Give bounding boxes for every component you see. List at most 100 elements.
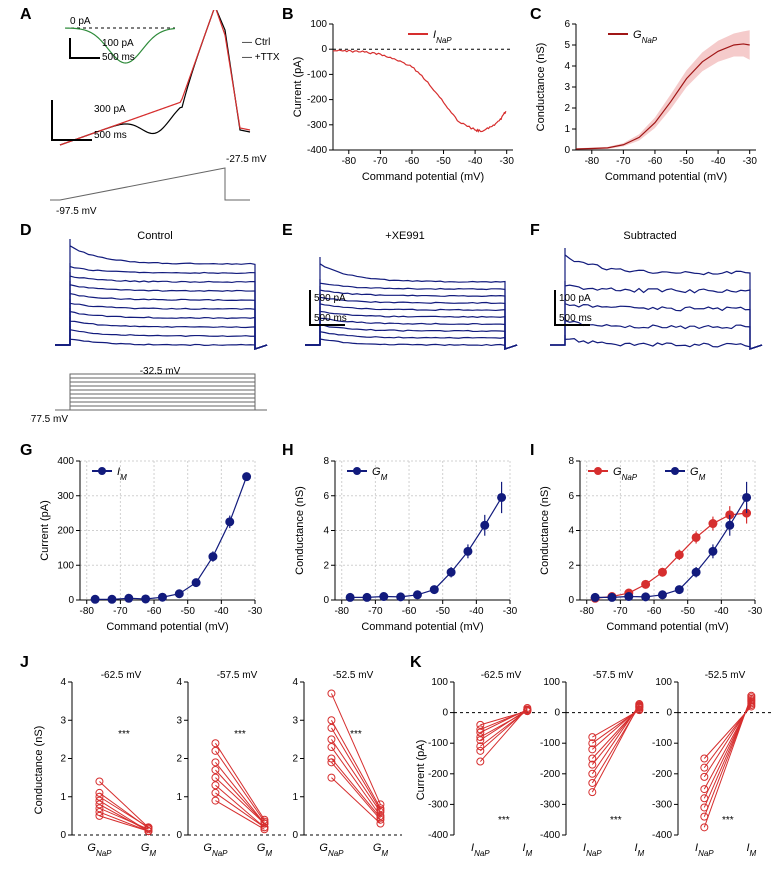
svg-text:-70: -70: [113, 606, 128, 617]
svg-text:-50: -50: [436, 156, 451, 167]
svg-text:-100: -100: [428, 738, 448, 749]
svg-text:2: 2: [564, 103, 570, 114]
figure-root: A B C D E F G H I J K 0 pA100 pA500 ms— …: [0, 0, 773, 888]
svg-text:0: 0: [564, 145, 570, 156]
panel-j-svg: Conductance (nS)01234-62.5 mV***GG01234-…: [30, 660, 410, 880]
svg-text:-50: -50: [180, 606, 195, 617]
svg-text:-300: -300: [652, 799, 672, 810]
svg-text:-30: -30: [499, 156, 514, 167]
svg-text:GNaP: GNaP: [613, 466, 638, 482]
svg-text:-57.5 mV: -57.5 mV: [217, 670, 258, 681]
svg-text:0: 0: [323, 595, 329, 606]
svg-text:4: 4: [176, 677, 182, 688]
svg-text:-70: -70: [613, 606, 628, 617]
svg-text:GNaP: GNaP: [633, 29, 658, 45]
svg-text:2: 2: [60, 754, 66, 765]
panel-g-svg: -80-70-60-50-40-300100200300400Command p…: [30, 445, 270, 645]
panel-e-svg: +XE991500 pA500 ms: [280, 225, 530, 425]
svg-text:Current (pA): Current (pA): [39, 500, 51, 561]
svg-text:3: 3: [176, 715, 182, 726]
svg-text:100: 100: [543, 677, 560, 688]
svg-text:3: 3: [564, 82, 570, 93]
svg-text:INaP: INaP: [433, 29, 452, 45]
svg-text:1: 1: [292, 792, 298, 803]
svg-text:-100: -100: [540, 738, 560, 749]
svg-text:-400: -400: [307, 145, 327, 156]
svg-text:-60: -60: [402, 606, 417, 617]
svg-text:100 pA: 100 pA: [559, 293, 591, 304]
svg-text:500 ms: 500 ms: [559, 313, 592, 324]
svg-text:0: 0: [666, 708, 672, 719]
svg-text:— Ctrl: — Ctrl: [242, 37, 270, 48]
svg-text:-80: -80: [580, 606, 595, 617]
svg-text:Conductance (nS): Conductance (nS): [294, 486, 306, 575]
svg-text:***: ***: [118, 729, 130, 740]
svg-text:-200: -200: [540, 769, 560, 780]
svg-text:***: ***: [234, 729, 246, 740]
svg-text:-30: -30: [248, 606, 263, 617]
svg-text:2: 2: [323, 560, 329, 571]
svg-text:300: 300: [57, 491, 74, 502]
svg-text:-300: -300: [307, 120, 327, 131]
svg-text:6: 6: [323, 491, 329, 502]
svg-text:-62.5 mV: -62.5 mV: [481, 670, 522, 681]
svg-text:-60: -60: [647, 606, 662, 617]
svg-text:4: 4: [292, 677, 298, 688]
svg-text:100: 100: [431, 677, 448, 688]
svg-text:500 ms: 500 ms: [94, 130, 127, 141]
svg-text:3: 3: [292, 715, 298, 726]
svg-text:-70: -70: [616, 156, 631, 167]
svg-text:-60: -60: [648, 156, 663, 167]
panel-c-svg: -80-70-60-50-40-300123456Command potenti…: [530, 10, 770, 190]
svg-text:-77.5 mV: -77.5 mV: [30, 414, 68, 425]
svg-text:1: 1: [60, 792, 66, 803]
svg-text:-300: -300: [428, 799, 448, 810]
svg-text:-80: -80: [80, 606, 95, 617]
svg-text:-50: -50: [680, 606, 695, 617]
svg-text:100: 100: [310, 19, 327, 30]
svg-text:100: 100: [57, 560, 74, 571]
svg-text:-30: -30: [742, 156, 757, 167]
svg-text:-50: -50: [679, 156, 694, 167]
svg-text:Current (pA): Current (pA): [292, 57, 304, 118]
svg-text:200: 200: [57, 526, 74, 537]
svg-text:-50: -50: [435, 606, 450, 617]
svg-text:Conductance (nS): Conductance (nS): [33, 726, 45, 815]
svg-text:***: ***: [610, 815, 622, 826]
svg-text:Conductance (nS): Conductance (nS): [539, 486, 551, 575]
svg-text:-80: -80: [335, 606, 350, 617]
svg-text:-70: -70: [368, 606, 383, 617]
panel-d-svg: Control-32.5 mV-77.5 mV: [30, 225, 280, 425]
svg-text:0: 0: [568, 595, 574, 606]
svg-text:0: 0: [68, 595, 74, 606]
svg-text:-80: -80: [342, 156, 357, 167]
svg-text:Command potential (mV): Command potential (mV): [106, 621, 228, 633]
svg-text:0: 0: [292, 830, 298, 841]
svg-text:4: 4: [568, 526, 574, 537]
svg-text:-200: -200: [652, 769, 672, 780]
svg-text:100 pA: 100 pA: [102, 38, 134, 49]
svg-text:300 pA: 300 pA: [94, 104, 126, 115]
svg-text:-70: -70: [373, 156, 388, 167]
svg-text:400: 400: [57, 456, 74, 467]
svg-text:6: 6: [564, 19, 570, 30]
svg-text:+XE991: +XE991: [385, 230, 424, 242]
svg-text:IM: IM: [117, 466, 127, 482]
svg-text:-40: -40: [469, 606, 484, 617]
svg-text:-40: -40: [714, 606, 729, 617]
svg-text:0: 0: [554, 708, 560, 719]
svg-text:0: 0: [176, 830, 182, 841]
svg-text:-100: -100: [307, 69, 327, 80]
svg-text:1: 1: [176, 792, 182, 803]
svg-text:Conductance (nS): Conductance (nS): [535, 43, 547, 132]
svg-text:Command potential (mV): Command potential (mV): [362, 171, 484, 183]
svg-text:Current (pA): Current (pA): [415, 740, 427, 801]
svg-text:Control: Control: [137, 230, 172, 242]
svg-text:8: 8: [323, 456, 329, 467]
panel-label-j: J: [20, 654, 29, 672]
panel-i-svg: -80-70-60-50-40-3002468Command potential…: [530, 445, 770, 645]
panel-f-svg: Subtracted100 pA500 ms: [525, 225, 773, 425]
svg-text:-57.5 mV: -57.5 mV: [593, 670, 634, 681]
svg-text:5: 5: [564, 40, 570, 51]
svg-text:2: 2: [176, 754, 182, 765]
